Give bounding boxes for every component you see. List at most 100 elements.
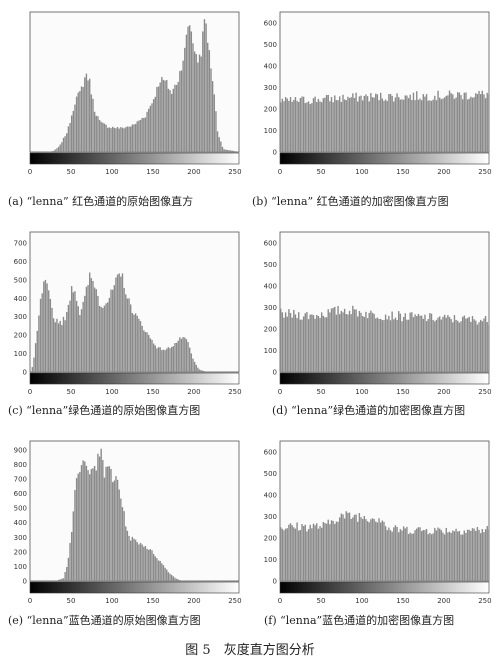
histogram-bar xyxy=(108,466,111,581)
histogram-bar xyxy=(455,319,457,372)
histogram-bar xyxy=(293,527,295,581)
histogram-bar xyxy=(95,289,97,372)
x-tick-label: 50 xyxy=(317,168,326,176)
histogram-bar xyxy=(105,303,107,372)
histogram-bar xyxy=(311,103,313,152)
histogram-bar xyxy=(363,515,365,581)
histogram-bar xyxy=(363,316,365,372)
histogram-bar xyxy=(184,337,186,372)
histogram-bar xyxy=(169,348,171,372)
histogram-bar xyxy=(445,527,447,581)
y-tick-label: 200 xyxy=(14,332,27,340)
histogram-bar xyxy=(116,479,119,581)
histogram-bar xyxy=(228,150,230,152)
histogram-bar xyxy=(378,318,380,372)
histogram-bar xyxy=(476,94,479,152)
histogram-bar xyxy=(108,297,111,372)
histogram-bar xyxy=(479,319,482,372)
histogram-bar xyxy=(398,532,400,581)
histogram-bar xyxy=(384,526,387,581)
histogram-bar xyxy=(203,371,206,372)
histogram-bar xyxy=(317,528,320,581)
histogram-bar xyxy=(443,534,446,581)
histogram-bar xyxy=(100,121,102,152)
histogram-bar xyxy=(170,93,173,152)
histogram-bar xyxy=(54,322,56,372)
histogram-bar xyxy=(149,105,152,152)
y-tick-label: 300 xyxy=(14,313,27,321)
histogram-bar xyxy=(184,47,186,153)
histogram-bar xyxy=(407,319,410,372)
histogram-bar xyxy=(189,25,191,152)
histogram-bar xyxy=(280,308,282,372)
histogram-bar xyxy=(399,313,402,372)
histogram-bar xyxy=(69,542,71,581)
histogram-bar xyxy=(314,525,316,581)
bars xyxy=(48,19,240,153)
histogram-bar xyxy=(291,101,293,152)
histogram-bar xyxy=(466,99,469,152)
panel-a: 0 50 100 150 200 250 xyxy=(2,4,247,179)
histogram-bar xyxy=(193,361,196,372)
histogram-bar xyxy=(352,517,354,581)
y-tick-label: 900 xyxy=(14,446,27,454)
histogram-bar xyxy=(123,287,125,372)
histogram-bar xyxy=(193,51,196,152)
histogram-bar xyxy=(80,86,83,152)
histogram-bar xyxy=(448,90,451,152)
histogram-bar xyxy=(483,532,485,581)
histogram-bar xyxy=(144,331,147,372)
y-tick-label: 200 xyxy=(264,105,277,113)
x-tick-label: 150 xyxy=(396,388,409,396)
histogram-bar xyxy=(166,80,168,152)
histogram-bar xyxy=(149,338,152,372)
histogram-bar xyxy=(298,530,300,581)
histogram-bar xyxy=(185,339,188,372)
x-tick-label: 50 xyxy=(67,168,76,176)
histogram-bar xyxy=(460,95,462,152)
histogram-bar xyxy=(416,528,418,581)
histogram-bar xyxy=(192,43,194,153)
histogram-bar xyxy=(169,90,171,152)
histogram-bar xyxy=(102,460,104,581)
caption-a: (a) “lenna” 红色通道的原始图像直方 xyxy=(8,195,194,208)
histogram-bar xyxy=(161,563,163,581)
histogram-bar xyxy=(470,530,472,581)
histogram-bar xyxy=(121,273,124,372)
histogram-bar xyxy=(85,286,88,372)
histogram-bar xyxy=(450,532,452,581)
bars xyxy=(31,272,207,372)
histogram-bar xyxy=(427,100,429,152)
histogram-bar xyxy=(420,531,423,581)
histogram-bar xyxy=(302,316,305,372)
histogram-bar xyxy=(51,151,53,152)
histogram-bar xyxy=(136,121,138,152)
histogram-bar xyxy=(342,514,344,581)
histogram-bar xyxy=(429,532,431,581)
histogram-bar xyxy=(118,273,120,372)
histogram-bar xyxy=(345,511,347,581)
histogram-bar xyxy=(350,97,352,152)
histogram-bar xyxy=(457,531,459,581)
histogram-bar xyxy=(289,97,292,152)
histogram-bar xyxy=(365,519,367,581)
histogram-bar xyxy=(435,100,438,152)
histogram-bar xyxy=(429,313,431,372)
histogram-bar xyxy=(399,99,402,152)
histogram-bar xyxy=(370,93,372,152)
histogram-bar xyxy=(116,274,119,372)
histogram-bar xyxy=(46,283,48,372)
histogram-bar xyxy=(302,526,305,581)
histogram-bar xyxy=(378,518,380,581)
histogram-bar xyxy=(353,309,356,372)
histogram-bar xyxy=(182,337,184,372)
histogram-bar xyxy=(84,295,86,372)
histogram-bar xyxy=(479,533,482,581)
histogram-bar xyxy=(304,313,306,372)
y-tick-label: 400 xyxy=(14,519,27,527)
histogram-bar xyxy=(198,369,201,372)
histogram-bar xyxy=(429,100,431,152)
histogram-bar xyxy=(129,540,132,581)
histogram-bar xyxy=(453,98,456,152)
histogram-bar xyxy=(164,567,166,581)
